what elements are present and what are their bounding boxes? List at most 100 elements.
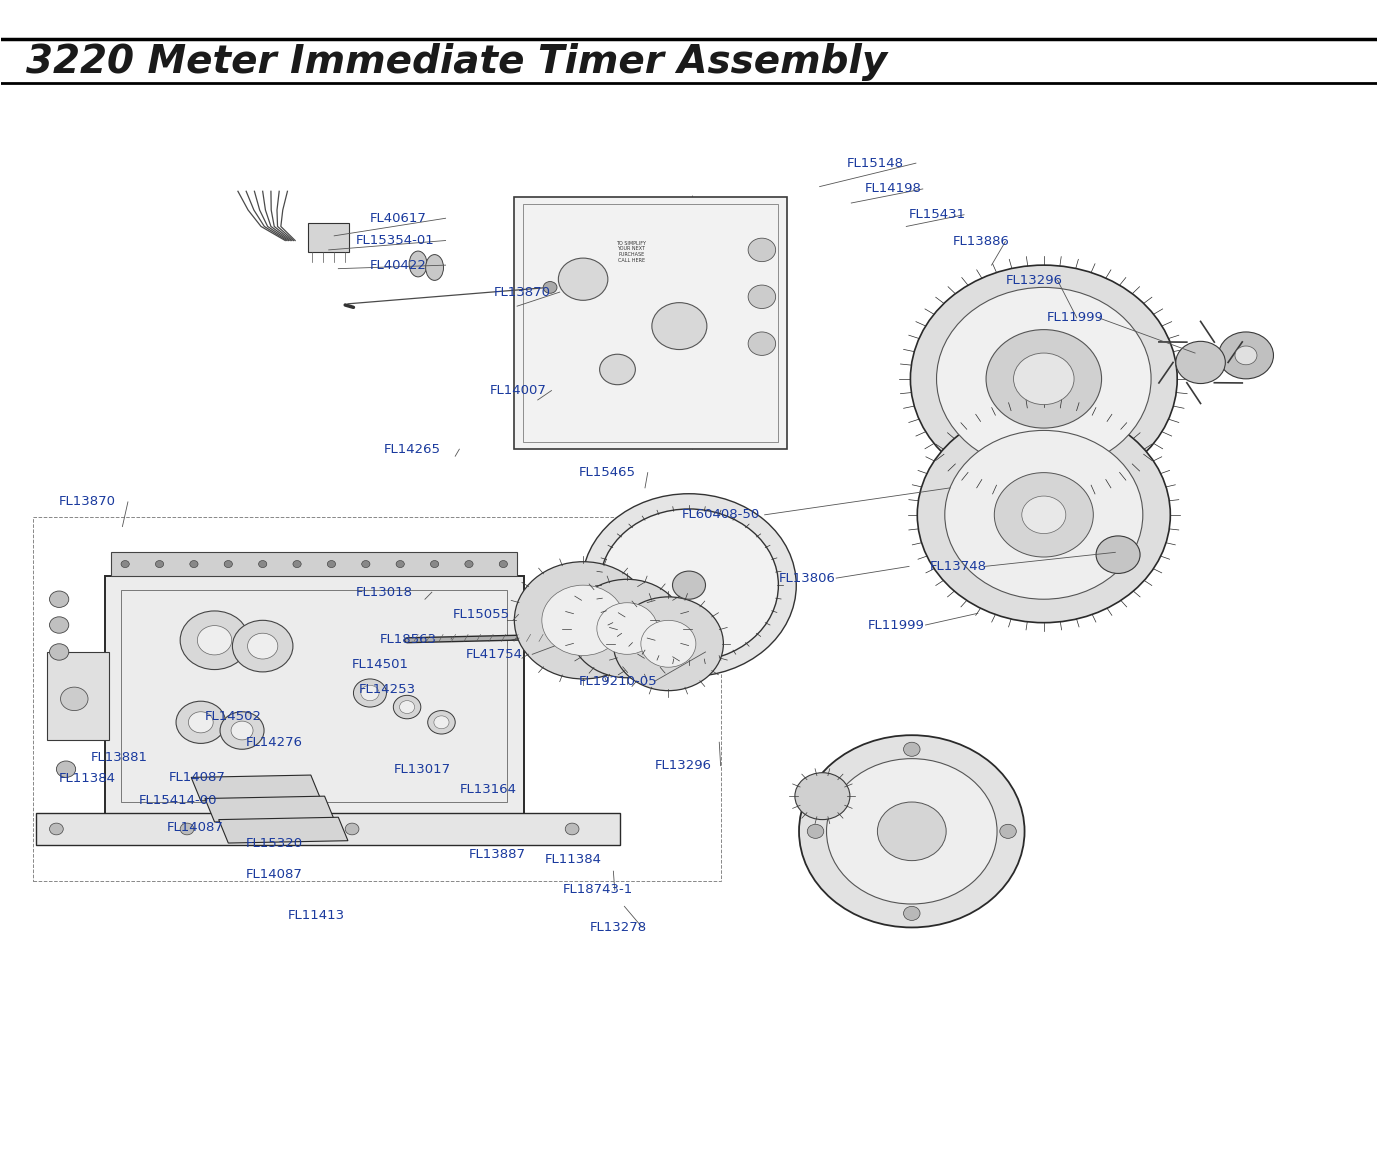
Text: FL14198: FL14198 <box>865 182 922 195</box>
Text: FL11384: FL11384 <box>544 853 602 866</box>
Text: FL40422: FL40422 <box>369 258 427 271</box>
Text: FL60408-50: FL60408-50 <box>682 509 761 522</box>
Text: FL11384: FL11384 <box>59 772 116 785</box>
Circle shape <box>181 824 194 835</box>
Circle shape <box>808 825 824 838</box>
Circle shape <box>1235 345 1257 364</box>
Circle shape <box>599 354 635 384</box>
Circle shape <box>904 906 921 920</box>
Circle shape <box>748 333 776 355</box>
Circle shape <box>353 679 386 707</box>
Text: FL41754: FL41754 <box>466 647 524 660</box>
Text: FL19210-05: FL19210-05 <box>579 674 657 687</box>
Polygon shape <box>219 818 347 842</box>
Circle shape <box>225 560 233 568</box>
Circle shape <box>987 330 1101 428</box>
Circle shape <box>50 591 69 607</box>
Circle shape <box>427 711 455 734</box>
Circle shape <box>400 700 415 713</box>
Text: FL14276: FL14276 <box>247 736 303 748</box>
Circle shape <box>434 716 449 728</box>
Circle shape <box>613 597 723 691</box>
Text: FL13278: FL13278 <box>590 921 648 934</box>
Circle shape <box>1022 496 1065 533</box>
Bar <box>105 576 524 817</box>
Circle shape <box>795 773 850 820</box>
Text: FL13296: FL13296 <box>655 759 711 772</box>
Circle shape <box>569 579 685 678</box>
Circle shape <box>181 611 249 670</box>
Circle shape <box>1014 352 1073 404</box>
Ellipse shape <box>426 255 444 281</box>
Circle shape <box>1000 825 1017 838</box>
Text: FL14087: FL14087 <box>247 868 303 881</box>
Text: FL15431: FL15431 <box>909 208 966 221</box>
Circle shape <box>346 824 358 835</box>
Circle shape <box>61 687 88 711</box>
Circle shape <box>259 560 267 568</box>
Circle shape <box>233 620 294 672</box>
Circle shape <box>361 560 369 568</box>
Text: FL13164: FL13164 <box>459 783 517 795</box>
Text: FL15055: FL15055 <box>452 607 510 620</box>
Circle shape <box>558 258 608 301</box>
Circle shape <box>248 633 278 659</box>
Circle shape <box>499 560 507 568</box>
Circle shape <box>543 282 557 294</box>
Circle shape <box>189 712 214 733</box>
Bar <box>522 204 779 442</box>
Circle shape <box>1096 536 1140 573</box>
Text: FL13017: FL13017 <box>393 763 451 776</box>
Polygon shape <box>205 797 335 822</box>
Text: TO SIMPLIFY
YOUR NEXT
PURCHASE
CALL HERE: TO SIMPLIFY YOUR NEXT PURCHASE CALL HERE <box>616 241 646 263</box>
Text: FL15320: FL15320 <box>247 837 303 850</box>
Ellipse shape <box>409 251 427 277</box>
Text: FL14502: FL14502 <box>205 710 262 723</box>
Circle shape <box>190 560 198 568</box>
Text: FL14501: FL14501 <box>351 658 409 671</box>
Circle shape <box>176 701 226 744</box>
Circle shape <box>904 743 921 757</box>
Text: FL14253: FL14253 <box>358 683 416 696</box>
Text: FL11413: FL11413 <box>288 909 344 922</box>
Text: FL14265: FL14265 <box>383 443 441 456</box>
Circle shape <box>1218 333 1273 378</box>
Circle shape <box>827 759 998 904</box>
Bar <box>121 590 507 803</box>
Circle shape <box>393 696 420 719</box>
Text: FL13018: FL13018 <box>356 585 413 599</box>
Circle shape <box>799 736 1025 927</box>
Circle shape <box>361 685 379 700</box>
Circle shape <box>672 571 706 599</box>
Circle shape <box>911 266 1177 492</box>
Text: FL15354-01: FL15354-01 <box>356 234 435 247</box>
Circle shape <box>878 803 947 860</box>
Circle shape <box>220 712 265 750</box>
Circle shape <box>599 509 779 662</box>
Text: FL13296: FL13296 <box>1006 274 1062 287</box>
Text: FL14007: FL14007 <box>489 384 547 397</box>
Text: FL15465: FL15465 <box>579 466 637 479</box>
Circle shape <box>156 560 164 568</box>
Bar <box>514 197 787 449</box>
Text: FL13748: FL13748 <box>930 560 987 573</box>
Circle shape <box>652 303 707 349</box>
Bar <box>36 813 620 845</box>
Circle shape <box>945 430 1142 599</box>
Circle shape <box>565 824 579 835</box>
Text: FL40617: FL40617 <box>369 212 427 224</box>
Text: FL13886: FL13886 <box>954 235 1010 248</box>
Circle shape <box>937 288 1151 470</box>
Text: FL15148: FL15148 <box>847 156 904 169</box>
Bar <box>309 223 349 253</box>
Circle shape <box>597 603 657 654</box>
Text: FL13806: FL13806 <box>779 571 835 585</box>
Text: 3220 Meter Immediate Timer Assembly: 3220 Meter Immediate Timer Assembly <box>26 43 887 81</box>
Polygon shape <box>192 776 321 801</box>
Circle shape <box>294 560 302 568</box>
Circle shape <box>197 625 232 654</box>
Circle shape <box>542 585 624 656</box>
Bar <box>47 652 109 740</box>
Circle shape <box>464 560 473 568</box>
Circle shape <box>50 824 63 835</box>
